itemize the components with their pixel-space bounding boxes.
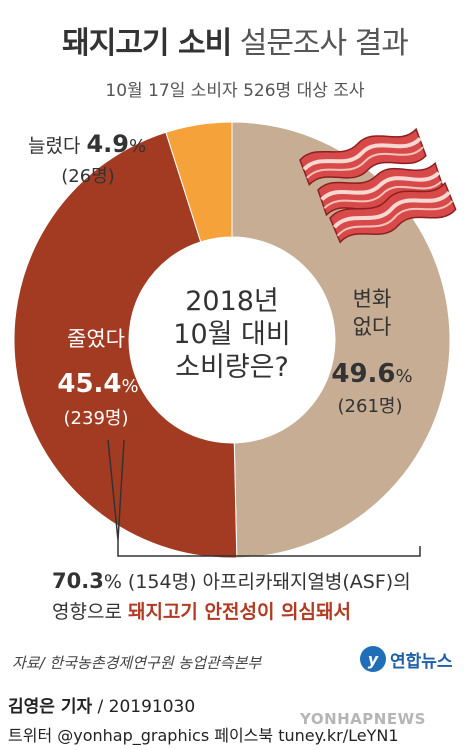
slice-2 xyxy=(165,121,233,243)
note-line-2: 영향으로 돼지고기 안전성이 의심돼서 xyxy=(52,597,351,624)
slice-1 xyxy=(13,131,238,559)
page-title: 돼지고기 소비 설문조사 결과 xyxy=(0,18,470,62)
slice-1-count: (239명) xyxy=(64,408,129,429)
bacon-illustration xyxy=(299,127,457,244)
slice-1-label: 줄였다 xyxy=(67,327,125,351)
note-line-2-text: 영향으로 xyxy=(52,601,128,623)
note-line-1-text: (154명) 아프리카돼지열병(ASF)의 xyxy=(121,571,411,593)
yonhap-logo: y 연합뉴스 xyxy=(360,644,453,674)
note-line-1: 70.3% (154명) 아프리카돼지열병(ASF)의 xyxy=(52,567,411,594)
slice-2-label: 늘렸다 4.9% xyxy=(28,130,146,158)
slice-0-percent: 49.6% xyxy=(331,359,412,389)
center-label-line-1: 10월 대비 xyxy=(173,319,290,350)
note-percent-sign: % xyxy=(103,571,122,593)
reporter-line: 김영은 기자 / 20191030 xyxy=(8,692,195,717)
slice-0-label-line-0: 변화 xyxy=(353,287,392,311)
callout-line xyxy=(107,439,421,557)
survey-subtitle: 10월 17일 소비자 526명 대상 조사 xyxy=(105,81,365,101)
note-percent: 70.3 xyxy=(52,569,104,593)
yonhap-logo-text: 연합뉴스 xyxy=(390,651,453,672)
center-label-line-0: 2018년 xyxy=(185,286,279,317)
title-sub: 설문조사 결과 xyxy=(239,26,409,61)
slice-2-count: (26명) xyxy=(61,166,115,187)
slice-0-count: (261명) xyxy=(338,396,403,417)
slice-0-label-line-1: 없다 xyxy=(353,315,392,339)
note-line-2-accent: 돼지고기 안전성이 의심돼서 xyxy=(127,601,351,623)
reporter-date: / 20191030 xyxy=(92,697,196,717)
center-label-line-2: 소비량은? xyxy=(175,352,289,383)
yonhap-watermark: YONHAPNEWS xyxy=(300,710,426,728)
slice-1-percent: 45.4% xyxy=(57,369,138,399)
title-main: 돼지고기 소비 xyxy=(62,26,232,61)
yonhap-logo-icon: y xyxy=(360,646,386,672)
social-links[interactable]: 트위터 @yonhap_graphics 페이스북 tuney.kr/LeYN1 xyxy=(8,726,399,745)
reporter-name: 김영은 기자 xyxy=(8,697,93,717)
source-text: 자료/ 한국농촌경제연구원 농업관측본부 xyxy=(12,654,262,672)
